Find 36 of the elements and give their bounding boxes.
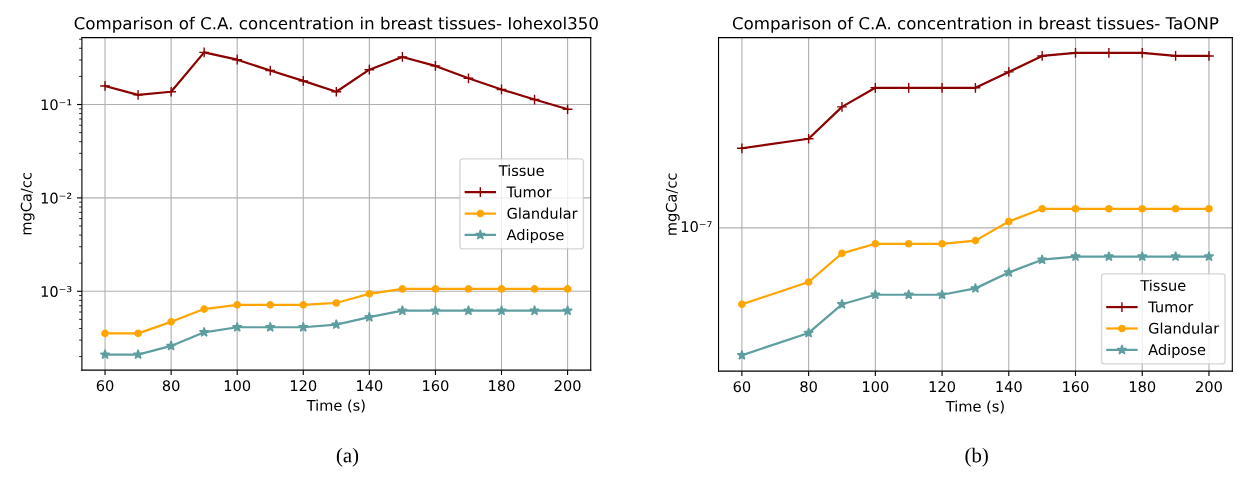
legend-title: Tissue [498, 164, 544, 177]
x-tick-label: 180 [1129, 381, 1156, 393]
legend-label: Adipose [1148, 343, 1206, 359]
legend-label: Tumor [1148, 301, 1194, 313]
x-tick-label: 140 [996, 381, 1022, 393]
x-tick-label: 120 [929, 381, 956, 393]
legend-label: Glandular [507, 207, 578, 219]
text: (a) [336, 447, 359, 467]
legend-label: Glandular [1148, 322, 1220, 334]
chart-title: Comparison of C.A. concentration in breast tissues- TaONP [732, 16, 1219, 33]
x-tick-label: 80 [162, 380, 180, 392]
x-axis-title: Time (s) [945, 400, 1004, 414]
y-tick-label: 10⁻³ [41, 286, 72, 298]
x-tick-label: 160 [1063, 381, 1089, 393]
x-tick-label: 100 [224, 380, 251, 392]
y-axis-title: mgCa/cc [20, 173, 35, 235]
x-tick-label: 180 [489, 380, 515, 392]
x-tick-label: 60 [96, 380, 114, 392]
y-tick-label: 10⁻² [41, 192, 72, 204]
x-tick-label: 80 [800, 381, 817, 393]
y-tick-label: 10⁻¹ [41, 99, 72, 111]
x-tick-label: 120 [290, 380, 317, 392]
x-tick-label: 60 [733, 381, 751, 393]
legend-title: Tissue [1140, 279, 1186, 291]
x-tick-label: 200 [554, 380, 581, 392]
x-tick-label: 200 [1196, 381, 1222, 393]
x-tick-label: 100 [863, 381, 889, 393]
x-tick-label: 160 [423, 380, 449, 392]
legend-label: Adipose [506, 228, 564, 244]
legend-label: Tumor [506, 186, 552, 198]
chart-title: Comparison of C.A. concentration in breast tissues- Iohexol350 [74, 16, 598, 33]
y-axis-title: mgCa/cc [665, 173, 680, 235]
x-tick-label: 140 [357, 380, 383, 392]
x-axis-title: Time (s) [306, 399, 365, 413]
ref-line-label: 10⁻⁷ [681, 221, 712, 233]
text: (b) [965, 447, 988, 467]
